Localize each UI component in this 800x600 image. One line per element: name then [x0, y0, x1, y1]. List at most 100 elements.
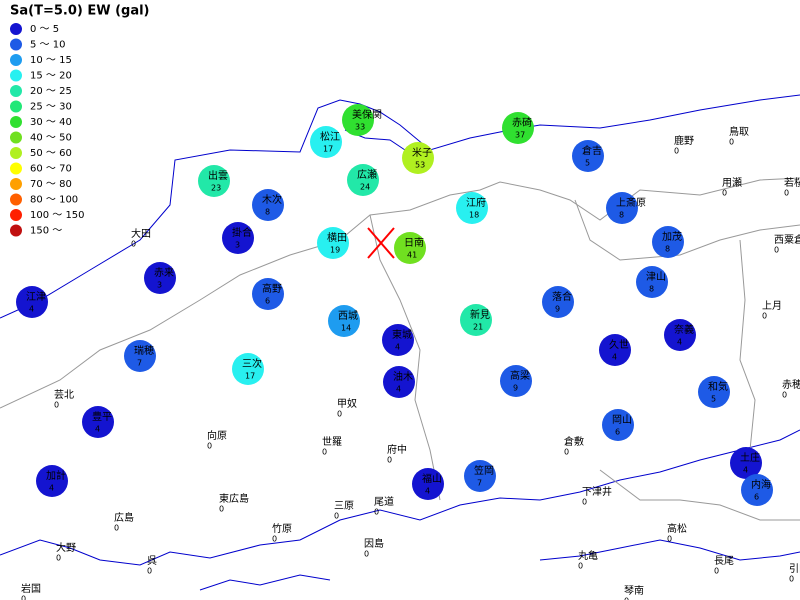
- station: 高梁 9: [500, 365, 532, 397]
- legend-label: 50 ～ 60: [30, 148, 72, 159]
- station: 江津 4: [16, 286, 48, 318]
- station-value: 6: [754, 493, 759, 502]
- station-name: 松江: [320, 130, 340, 143]
- legend-label: 0 ～ 5: [30, 24, 59, 35]
- station: 芸北0: [54, 388, 74, 410]
- station-name: 鹿野: [674, 134, 694, 147]
- station-name: 三次: [242, 357, 262, 370]
- station-marker: [698, 376, 730, 408]
- station-name: 広島: [114, 511, 134, 524]
- station-marker: [383, 366, 415, 398]
- station-marker: [144, 262, 176, 294]
- station-marker: [730, 447, 762, 479]
- station-value: 0: [729, 138, 734, 147]
- station-name: 高野: [262, 282, 282, 295]
- station: 大野0: [56, 541, 76, 563]
- station-name: 久世: [609, 339, 629, 351]
- station-value: 4: [396, 385, 401, 394]
- station: 広瀬 24: [347, 164, 379, 196]
- station: 赤穂0: [782, 378, 800, 400]
- station-value: 0: [578, 562, 583, 571]
- station: 出雲 23: [198, 165, 230, 197]
- station-name: 奈義: [674, 323, 694, 336]
- station: 岩国0: [21, 582, 41, 600]
- station-value: 9: [555, 305, 560, 314]
- station-value: 0: [624, 597, 629, 600]
- station-name: 東城: [392, 328, 412, 341]
- station: 津山 8: [636, 266, 668, 298]
- station-name: 土庄: [740, 451, 760, 464]
- station-name: 丸亀: [578, 549, 598, 562]
- station-marker: [16, 286, 48, 318]
- station-value: 0: [674, 147, 679, 156]
- station-marker: [198, 165, 230, 197]
- station-name: 米子: [412, 146, 432, 159]
- station-marker: [342, 104, 374, 136]
- station-value: 0: [322, 448, 327, 457]
- station-value: 3: [235, 241, 240, 250]
- station: 松江 17: [310, 126, 342, 158]
- station-value: 0: [54, 401, 59, 410]
- station-name: 赤来: [154, 267, 174, 279]
- station: 赤碕 37: [502, 112, 534, 144]
- station: 引田0: [789, 563, 800, 584]
- station: 倉吉 5: [572, 140, 604, 172]
- station-marker: [741, 474, 773, 506]
- station-marker: [328, 305, 360, 337]
- station: 米子 53: [402, 142, 434, 174]
- station-name: 美保関: [352, 108, 382, 121]
- station-marker: [347, 164, 379, 196]
- station-value: 7: [137, 359, 142, 368]
- station-name: 鳥取: [729, 125, 749, 138]
- station-value: 41: [407, 251, 417, 260]
- legend-swatch: [10, 178, 22, 190]
- station-value: 0: [131, 240, 136, 249]
- station-name: 大野: [56, 541, 76, 554]
- station-name: 向原: [207, 429, 227, 442]
- station: 三原0: [334, 500, 354, 521]
- station: 用瀬0: [722, 177, 742, 198]
- station-name: 因島: [364, 537, 384, 550]
- station-name: 上斎原: [616, 196, 646, 209]
- station-name: 横田: [327, 231, 347, 244]
- station-marker: [572, 140, 604, 172]
- station-marker: [460, 304, 492, 336]
- station-name: 内海: [751, 478, 771, 491]
- station: 世羅0: [322, 436, 342, 457]
- station-value: 8: [265, 208, 270, 217]
- station-name: 新見: [470, 308, 490, 321]
- station-value: 21: [473, 323, 483, 332]
- station-marker: [252, 189, 284, 221]
- station: 鹿野0: [674, 134, 694, 156]
- legend-swatch: [10, 162, 22, 175]
- station-name: 出雲: [208, 169, 228, 182]
- station-name: 岡山: [612, 414, 632, 426]
- station-marker: [636, 266, 668, 298]
- station-value: 0: [21, 595, 26, 600]
- station-marker: [382, 324, 414, 356]
- station-name: 府中: [387, 443, 407, 456]
- station-name: 福山: [422, 472, 442, 485]
- station-name: 岩国: [21, 582, 41, 595]
- station-value: 17: [323, 145, 333, 154]
- station: 鳥取0: [729, 125, 749, 147]
- station: 呉0: [147, 555, 157, 576]
- station: 丸亀0: [578, 549, 598, 571]
- station: 奈義 4: [664, 319, 696, 351]
- station: 竹原0: [272, 522, 292, 544]
- station-name: 竹原: [272, 522, 292, 535]
- station-marker: [252, 278, 284, 310]
- station-value: 0: [387, 456, 392, 465]
- station-name: 下津井: [582, 485, 612, 498]
- station-value: 33: [355, 123, 365, 132]
- station-name: 引田: [789, 563, 800, 575]
- station-marker: [542, 286, 574, 318]
- station-name: 三原: [334, 500, 354, 512]
- legend-swatch: [10, 54, 22, 66]
- station: 内海 6: [741, 474, 773, 506]
- station-value: 0: [789, 575, 794, 584]
- station-value: 8: [665, 245, 670, 254]
- station: 掛合 3: [222, 222, 254, 254]
- station: 東城 4: [382, 324, 414, 356]
